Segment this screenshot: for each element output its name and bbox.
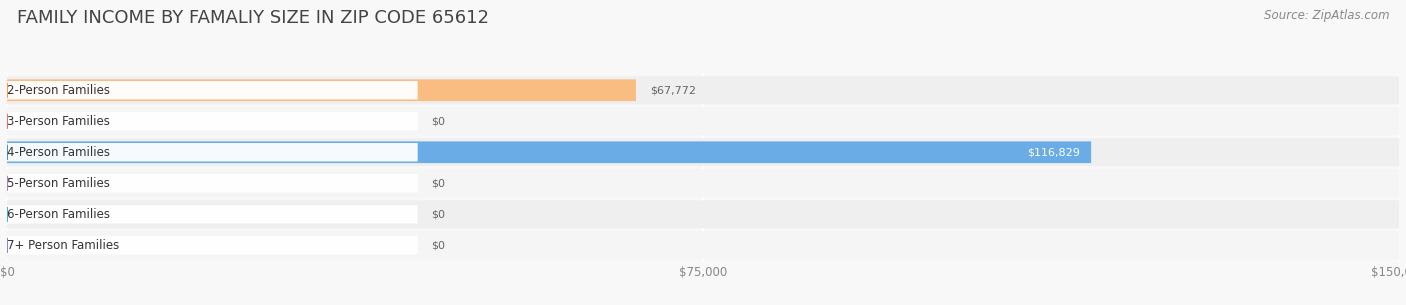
- Text: 3-Person Families: 3-Person Families: [7, 115, 110, 128]
- Text: $0: $0: [432, 240, 446, 250]
- FancyBboxPatch shape: [7, 231, 1399, 259]
- FancyBboxPatch shape: [7, 200, 1399, 228]
- Text: $116,829: $116,829: [1028, 147, 1080, 157]
- FancyBboxPatch shape: [7, 138, 1399, 166]
- Text: FAMILY INCOME BY FAMALIY SIZE IN ZIP CODE 65612: FAMILY INCOME BY FAMALIY SIZE IN ZIP COD…: [17, 9, 489, 27]
- FancyBboxPatch shape: [7, 142, 1091, 163]
- Text: Source: ZipAtlas.com: Source: ZipAtlas.com: [1264, 9, 1389, 22]
- FancyBboxPatch shape: [7, 174, 418, 192]
- Text: $0: $0: [432, 116, 446, 126]
- Text: 7+ Person Families: 7+ Person Families: [7, 239, 120, 252]
- FancyBboxPatch shape: [7, 79, 636, 101]
- Text: $67,772: $67,772: [650, 85, 696, 95]
- Text: 5-Person Families: 5-Person Families: [7, 177, 110, 190]
- Text: $0: $0: [432, 178, 446, 188]
- Text: 6-Person Families: 6-Person Families: [7, 208, 110, 221]
- FancyBboxPatch shape: [7, 236, 418, 254]
- Text: 2-Person Families: 2-Person Families: [7, 84, 110, 97]
- FancyBboxPatch shape: [7, 76, 1399, 104]
- FancyBboxPatch shape: [7, 169, 1399, 197]
- FancyBboxPatch shape: [7, 107, 1399, 135]
- FancyBboxPatch shape: [7, 112, 418, 131]
- FancyBboxPatch shape: [7, 81, 418, 99]
- FancyBboxPatch shape: [7, 205, 418, 224]
- FancyBboxPatch shape: [7, 143, 418, 161]
- Text: 4-Person Families: 4-Person Families: [7, 146, 110, 159]
- Text: $0: $0: [432, 209, 446, 219]
